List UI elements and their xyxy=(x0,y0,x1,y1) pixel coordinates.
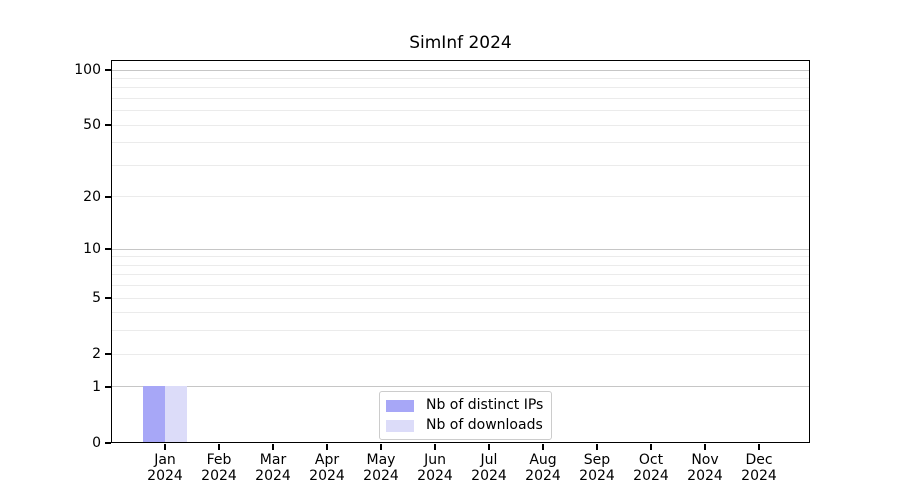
x-label-year: 2024 xyxy=(147,468,183,484)
x-tick-label-dec: Dec 2024 xyxy=(727,452,791,484)
gridline-y-60 xyxy=(112,110,809,112)
x-tick-jun xyxy=(434,444,436,450)
x-label-year: 2024 xyxy=(417,468,453,484)
y-tick-label-1: 1 xyxy=(92,378,101,395)
x-tick-label-mar: Mar 2024 xyxy=(241,452,305,484)
gridline-y-30 xyxy=(112,164,809,166)
x-label-year: 2024 xyxy=(741,468,777,484)
y-tick-label-20: 20 xyxy=(83,188,101,205)
x-tick-nov xyxy=(704,444,706,450)
y-tick-1 xyxy=(105,386,111,388)
x-label-year: 2024 xyxy=(579,468,615,484)
y-tick-100 xyxy=(105,69,111,71)
x-label-month: Aug xyxy=(529,452,557,468)
x-label-month: Sep xyxy=(583,452,611,468)
x-tick-oct xyxy=(650,444,652,450)
x-tick-label-oct: Oct 2024 xyxy=(619,452,683,484)
gridline-y-10 xyxy=(112,248,809,250)
x-label-month: Jan xyxy=(154,452,176,468)
x-label-year: 2024 xyxy=(525,468,561,484)
x-label-month: Nov xyxy=(691,452,719,468)
x-tick-may xyxy=(380,444,382,450)
y-tick-10 xyxy=(105,248,111,250)
x-label-year: 2024 xyxy=(255,468,291,484)
y-tick-label-0: 0 xyxy=(92,435,101,451)
gridline-y-2 xyxy=(112,353,809,355)
x-tick-label-apr: Apr 2024 xyxy=(295,452,359,484)
y-tick-label-50: 50 xyxy=(83,117,101,134)
x-label-month: Jul xyxy=(480,452,498,468)
x-tick-feb xyxy=(218,444,220,450)
x-label-month: May xyxy=(366,452,396,468)
x-label-year: 2024 xyxy=(633,468,669,484)
x-tick-label-sep: Sep 2024 xyxy=(565,452,629,484)
x-label-year: 2024 xyxy=(201,468,237,484)
gridline-y-4 xyxy=(112,312,809,314)
gridline-y-5 xyxy=(112,297,809,299)
x-tick-label-feb: Feb 2024 xyxy=(187,452,251,484)
x-tick-apr xyxy=(326,444,328,450)
x-tick-label-may: May 2024 xyxy=(349,452,413,484)
legend-swatch-1 xyxy=(386,419,414,432)
y-tick-label-10: 10 xyxy=(83,241,101,258)
x-label-month: Oct xyxy=(638,452,664,468)
x-label-year: 2024 xyxy=(471,468,507,484)
x-label-year: 2024 xyxy=(687,468,723,484)
legend-swatch-0 xyxy=(386,399,414,412)
x-tick-jul xyxy=(488,444,490,450)
x-tick-label-nov: Nov 2024 xyxy=(673,452,737,484)
x-tick-label-jan: Jan 2024 xyxy=(133,452,197,484)
x-tick-dec xyxy=(758,444,760,450)
gridline-y-40 xyxy=(112,142,809,144)
legend-label: Nb of downloads xyxy=(426,417,543,433)
y-tick-label-2: 2 xyxy=(92,346,101,363)
x-tick-aug xyxy=(542,444,544,450)
x-label-month: Feb xyxy=(206,452,232,468)
legend-item: Nb of downloads xyxy=(386,417,543,434)
x-label-year: 2024 xyxy=(363,468,399,484)
bar-jan-series0 xyxy=(142,386,165,442)
x-tick-jan xyxy=(164,444,166,450)
x-tick-label-aug: Aug 2024 xyxy=(511,452,575,484)
gridline-y-50 xyxy=(112,124,809,126)
gridline-y-8 xyxy=(112,264,809,266)
x-tick-sep xyxy=(596,444,598,450)
x-label-month: Jun xyxy=(424,452,446,468)
x-tick-label-jul: Jul 2024 xyxy=(457,452,521,484)
y-tick-label-100: 100 xyxy=(74,62,101,78)
gridline-y-7 xyxy=(112,274,809,276)
x-label-month: Dec xyxy=(745,452,773,468)
y-tick-5 xyxy=(105,297,111,299)
legend-label: Nb of distinct IPs xyxy=(426,397,544,413)
x-label-month: Apr xyxy=(314,452,340,468)
y-tick-20 xyxy=(105,196,111,198)
legend-item: Nb of distinct IPs xyxy=(386,397,543,414)
y-tick-50 xyxy=(105,124,111,126)
gridline-y-100 xyxy=(112,69,809,71)
gridline-y-6 xyxy=(112,285,809,287)
gridline-y-90 xyxy=(112,77,809,79)
x-label-month: Mar xyxy=(259,452,287,468)
legend: Nb of distinct IPs Nb of downloads xyxy=(379,391,553,440)
y-tick-0 xyxy=(105,442,111,444)
y-tick-label-5: 5 xyxy=(92,290,101,307)
gridline-y-1 xyxy=(112,386,809,388)
y-tick-2 xyxy=(105,353,111,355)
plot-area: Nb of distinct IPs Nb of downloads xyxy=(111,60,810,443)
x-label-year: 2024 xyxy=(309,468,345,484)
chart-title: SimInf 2024 xyxy=(409,33,512,53)
gridline-y-20 xyxy=(112,196,809,198)
bar-jan-series1 xyxy=(164,386,187,442)
gridline-y-9 xyxy=(112,256,809,258)
x-tick-mar xyxy=(272,444,274,450)
gridline-y-80 xyxy=(112,87,809,89)
gridline-y-70 xyxy=(112,97,809,99)
gridline-y-3 xyxy=(112,330,809,332)
x-tick-label-jun: Jun 2024 xyxy=(403,452,467,484)
